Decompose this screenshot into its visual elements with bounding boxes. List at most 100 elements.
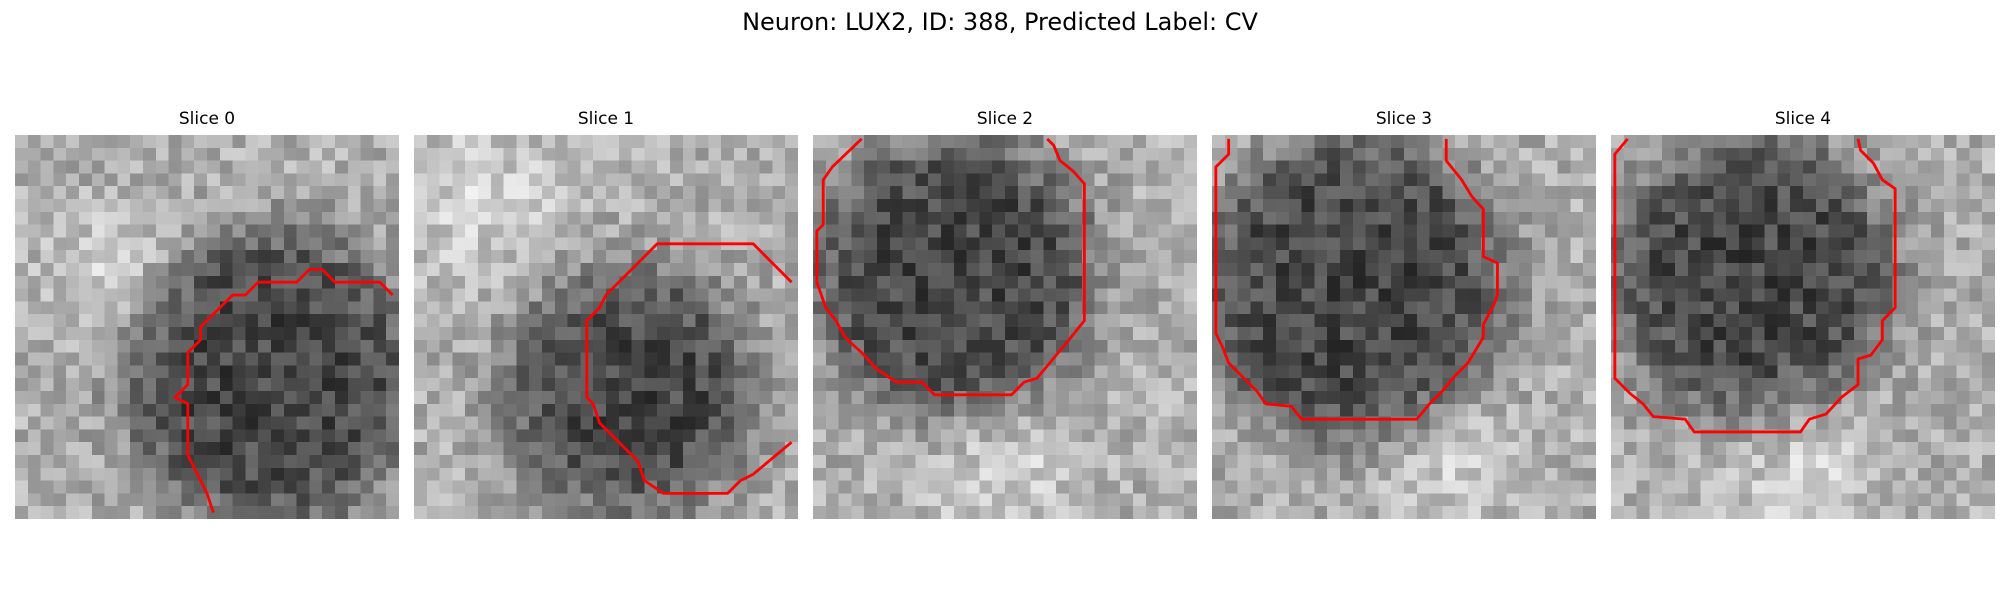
pixel: [1544, 391, 1558, 405]
pixel: [1455, 314, 1469, 328]
pixel: [335, 467, 349, 481]
pixel: [1145, 416, 1159, 430]
pixel: [1120, 493, 1134, 507]
pixel: [1120, 429, 1134, 443]
pixel: [1764, 237, 1778, 251]
pixel: [27, 211, 41, 225]
pixel: [465, 160, 479, 174]
pixel: [1519, 442, 1533, 456]
pixel: [232, 199, 246, 213]
pixel: [465, 378, 479, 392]
pixel: [27, 378, 41, 392]
pixel: [966, 365, 980, 379]
pixel: [567, 480, 581, 494]
pixel: [1391, 135, 1405, 149]
slice-canvas: [15, 135, 399, 519]
pixel: [682, 211, 696, 225]
pixel: [1867, 314, 1881, 328]
pixel: [490, 250, 504, 264]
pixel: [1365, 327, 1379, 341]
pixel: [1276, 263, 1290, 277]
pixel: [554, 237, 568, 251]
pixel: [283, 173, 297, 187]
pixel: [992, 391, 1006, 405]
pixel: [542, 186, 556, 200]
pixel: [759, 314, 773, 328]
pixel: [708, 263, 722, 277]
pixel: [567, 224, 581, 238]
pixel: [721, 147, 735, 161]
pixel: [1171, 480, 1185, 494]
pixel: [1790, 493, 1804, 507]
pixel: [851, 365, 865, 379]
pixel: [1468, 275, 1482, 289]
pixel: [1905, 160, 1919, 174]
pixel: [1636, 480, 1650, 494]
pixel: [490, 403, 504, 417]
pixel: [1030, 378, 1044, 392]
pixel: [554, 173, 568, 187]
pixel: [1043, 339, 1057, 353]
pixel: [813, 455, 827, 469]
pixel: [1867, 493, 1881, 507]
pixel: [1056, 506, 1070, 519]
pixel: [91, 352, 105, 366]
pixel: [708, 378, 722, 392]
pixel: [1120, 378, 1134, 392]
pixel: [1803, 186, 1817, 200]
pixel: [271, 455, 285, 469]
pixel: [554, 147, 568, 161]
pixel: [1107, 173, 1121, 187]
pixel: [1777, 378, 1791, 392]
pixel: [1224, 301, 1238, 315]
pixel: [258, 416, 272, 430]
pixel: [309, 211, 323, 225]
pixel: [1687, 442, 1701, 456]
pixel: [1455, 237, 1469, 251]
pixel: [271, 467, 285, 481]
pixel: [1056, 352, 1070, 366]
pixel: [1094, 237, 1108, 251]
pixel: [1583, 135, 1596, 149]
pixel: [40, 352, 54, 366]
pixel: [1675, 173, 1689, 187]
pixel: [245, 186, 259, 200]
pixel: [1378, 224, 1392, 238]
pixel: [1224, 391, 1238, 405]
pixel: [373, 250, 387, 264]
pixel: [347, 480, 361, 494]
pixel: [245, 339, 259, 353]
pixel: [708, 391, 722, 405]
pixel: [1649, 314, 1663, 328]
pixel: [1557, 199, 1571, 213]
pixel: [851, 186, 865, 200]
pixel: [902, 237, 916, 251]
pixel: [877, 224, 891, 238]
pixel: [1094, 186, 1108, 200]
pixel: [1649, 237, 1663, 251]
pixel: [1340, 339, 1354, 353]
pixel: [1815, 327, 1829, 341]
pixel: [1570, 250, 1584, 264]
pixel: [734, 250, 748, 264]
pixel: [1867, 339, 1881, 353]
pixel: [360, 506, 374, 519]
pixel: [130, 160, 144, 174]
pixel: [708, 199, 722, 213]
pixel: [580, 275, 594, 289]
pixel: [851, 211, 865, 225]
pixel: [1184, 416, 1197, 430]
pixel: [426, 301, 440, 315]
pixel: [1713, 403, 1727, 417]
pixel: [864, 442, 878, 456]
pixel: [91, 135, 105, 149]
pixel: [1404, 455, 1418, 469]
pixel: [1931, 224, 1945, 238]
pixel: [695, 352, 709, 366]
pixel: [864, 314, 878, 328]
pixel: [194, 391, 208, 405]
pixel: [953, 250, 967, 264]
pixel: [1931, 493, 1945, 507]
pixel: [1675, 288, 1689, 302]
pixel: [554, 365, 568, 379]
